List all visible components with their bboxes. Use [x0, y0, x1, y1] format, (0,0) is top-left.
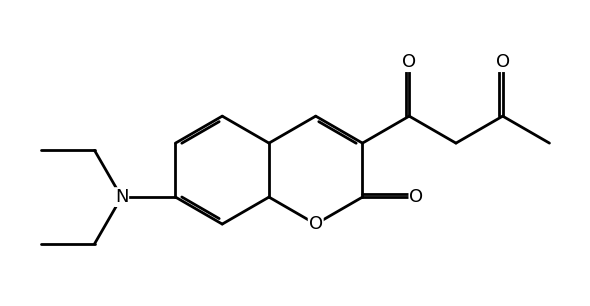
Text: O: O [496, 53, 510, 71]
Text: O: O [309, 215, 323, 233]
Text: O: O [402, 53, 417, 71]
Text: N: N [115, 188, 128, 206]
Text: O: O [409, 188, 424, 206]
